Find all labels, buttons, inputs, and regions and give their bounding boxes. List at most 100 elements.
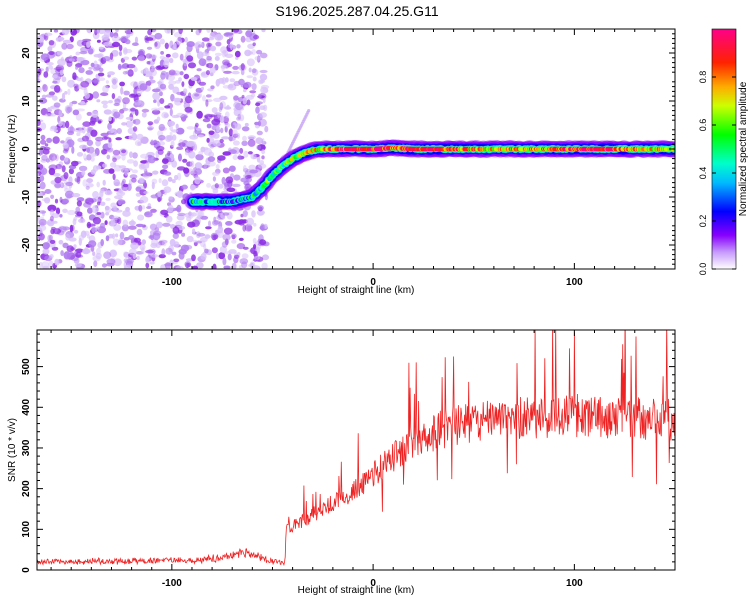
snr-marks <box>37 330 675 567</box>
noise-blob <box>161 111 169 119</box>
noise-blob <box>38 261 43 269</box>
noise-blob <box>111 35 121 42</box>
noise-blob <box>39 175 45 182</box>
noise-blob <box>250 93 256 98</box>
noise-blob <box>96 199 101 203</box>
noise-blob <box>51 95 58 101</box>
noise-blob <box>257 205 264 211</box>
noise-blob <box>38 233 45 241</box>
noise-blob <box>228 136 236 142</box>
noise-blob <box>207 43 213 47</box>
noise-blob <box>74 262 82 268</box>
noise-blob <box>122 178 126 184</box>
noise-blob <box>107 122 112 131</box>
noise-blob <box>123 48 133 54</box>
noise-blob <box>49 234 53 241</box>
noise-blob <box>58 120 63 127</box>
noise-blob <box>165 53 171 58</box>
noise-blob <box>141 239 146 245</box>
noise-blob <box>80 100 86 105</box>
noise-blob <box>223 227 233 235</box>
noise-blob <box>206 123 212 129</box>
noise-blob <box>122 210 131 217</box>
noise-blob <box>261 138 265 145</box>
noise-blob <box>67 126 75 134</box>
noise-blob <box>205 70 211 76</box>
noise-blob <box>88 66 93 70</box>
noise-blob <box>119 81 125 87</box>
noise-blob <box>248 67 252 73</box>
noise-blob <box>59 196 63 203</box>
noise-blob <box>129 174 138 179</box>
noise-blob <box>54 66 63 71</box>
noise-blob <box>194 176 201 185</box>
noise-blob <box>49 239 56 244</box>
noise-blob <box>234 123 242 130</box>
noise-blob <box>173 258 180 263</box>
noise-blob <box>125 258 133 265</box>
noise-blob <box>171 179 176 184</box>
noise-blob <box>108 137 112 144</box>
noise-blob <box>86 139 94 146</box>
noise-blob <box>194 162 203 170</box>
noise-blob <box>227 253 232 261</box>
noise-blob <box>40 139 47 145</box>
snr-ytick-label: 0 <box>21 567 32 573</box>
noise-blob <box>203 164 211 168</box>
noise-blob <box>238 219 245 226</box>
spectrogram-xtick-label: -100 <box>162 277 182 288</box>
snr-plot-area <box>37 330 675 567</box>
noise-blob <box>237 154 242 161</box>
noise-blob <box>198 29 202 33</box>
noise-blob <box>231 262 237 269</box>
noise-blob <box>193 143 198 151</box>
noise-blob <box>60 56 64 62</box>
noise-blob <box>42 242 50 250</box>
noise-blob <box>172 226 180 234</box>
noise-blob <box>164 42 169 49</box>
noise-blob <box>217 226 224 234</box>
noise-blob <box>145 37 154 41</box>
noise-blob <box>86 111 93 116</box>
noise-blob <box>110 218 116 226</box>
noise-blob <box>107 71 115 76</box>
noise-blob <box>188 211 194 219</box>
noise-blob <box>92 251 96 256</box>
noise-blob <box>145 262 150 269</box>
noise-blob <box>53 129 58 133</box>
noise-blob <box>242 135 247 142</box>
noise-blob <box>206 29 211 33</box>
noise-blob <box>194 93 200 97</box>
noise-blob <box>123 251 130 258</box>
noise-blob <box>64 190 74 199</box>
noise-blob <box>103 109 112 115</box>
noise-blob <box>39 210 47 214</box>
noise-blob <box>111 41 121 48</box>
noise-blob <box>152 88 161 93</box>
noise-blob <box>54 183 62 189</box>
noise-blob <box>186 140 195 147</box>
noise-blob <box>205 99 209 107</box>
noise-blob <box>102 85 109 93</box>
noise-blob <box>173 42 177 50</box>
noise-blob <box>103 41 113 47</box>
noise-blob <box>58 109 63 117</box>
noise-blob <box>157 197 161 203</box>
noise-blob <box>52 156 56 161</box>
noise-blob <box>263 104 268 112</box>
noise-blob <box>183 88 188 94</box>
noise-blob <box>153 230 162 236</box>
noise-blob <box>43 146 51 151</box>
noise-blob <box>109 162 117 168</box>
noise-blob <box>236 132 241 139</box>
noise-blob <box>196 210 203 219</box>
noise-blob <box>43 71 49 78</box>
noise-blob <box>160 209 169 215</box>
noise-blob <box>159 98 165 104</box>
noise-blob <box>109 249 117 258</box>
noise-blob <box>147 155 156 164</box>
noise-blob <box>156 116 161 122</box>
noise-blob <box>206 62 214 69</box>
noise-blob <box>233 174 241 181</box>
